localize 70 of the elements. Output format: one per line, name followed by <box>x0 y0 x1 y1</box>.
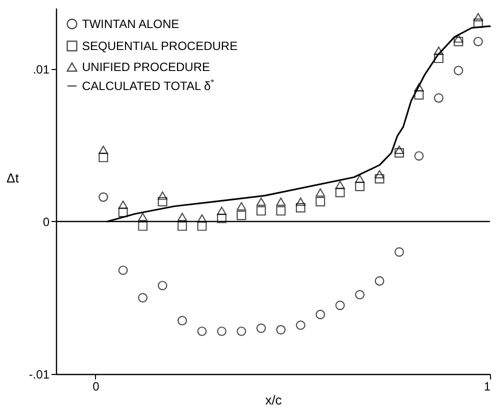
point <box>394 146 404 154</box>
point <box>335 180 345 190</box>
point <box>434 54 444 64</box>
point <box>454 36 464 46</box>
x-tick-label: 1 <box>484 380 491 394</box>
y-axis-title: Δt <box>6 170 20 186</box>
point <box>158 191 168 200</box>
point <box>158 196 168 206</box>
point <box>355 182 365 192</box>
point <box>473 18 483 28</box>
point <box>316 310 326 320</box>
point <box>454 34 464 43</box>
point <box>256 324 266 333</box>
point <box>98 146 108 154</box>
point <box>296 198 306 206</box>
point <box>197 214 207 223</box>
point <box>276 206 286 216</box>
point <box>473 36 483 46</box>
point <box>216 214 226 224</box>
y-tick-label: -.01 <box>28 368 50 382</box>
point <box>216 206 226 215</box>
point <box>374 276 384 286</box>
point <box>434 46 444 55</box>
point <box>454 66 464 76</box>
point <box>138 212 148 222</box>
point <box>374 170 384 178</box>
point <box>276 325 286 334</box>
y-tick-label: 0 <box>42 215 50 229</box>
legend-label: UNIFIED PROCEDURE <box>82 60 210 74</box>
point <box>118 208 128 218</box>
point <box>178 212 187 222</box>
point <box>118 200 128 209</box>
point <box>158 280 168 290</box>
point <box>316 196 326 206</box>
point <box>98 152 108 162</box>
point <box>138 221 148 231</box>
point <box>197 221 207 231</box>
point <box>197 326 207 336</box>
point <box>256 198 266 206</box>
y-tick-label: .01 <box>32 62 50 76</box>
point <box>276 198 286 206</box>
point <box>296 320 306 330</box>
point <box>256 206 266 216</box>
point <box>394 148 404 158</box>
point <box>118 266 128 276</box>
point <box>178 316 187 326</box>
point <box>434 93 444 103</box>
point <box>335 300 345 310</box>
point <box>335 188 345 198</box>
point <box>236 210 246 220</box>
point <box>355 290 365 300</box>
point <box>355 174 365 183</box>
point <box>374 174 384 184</box>
point <box>394 247 404 257</box>
point <box>98 192 108 202</box>
point <box>216 326 226 336</box>
point <box>414 151 424 161</box>
point <box>236 326 246 336</box>
x-axis-title: x/c <box>265 392 282 408</box>
point <box>296 203 306 213</box>
point <box>473 12 483 22</box>
legend-label: TWINTAN ALONE <box>82 17 180 31</box>
legend-label: CALCULATED TOTAL δ$^{*}$ <box>82 77 215 93</box>
legend-label: SEQUENTIAL PROCEDURE <box>82 39 238 53</box>
point <box>138 293 148 302</box>
point <box>236 202 246 210</box>
point <box>316 188 326 197</box>
point <box>178 221 187 231</box>
point <box>414 90 424 100</box>
point <box>414 83 424 92</box>
